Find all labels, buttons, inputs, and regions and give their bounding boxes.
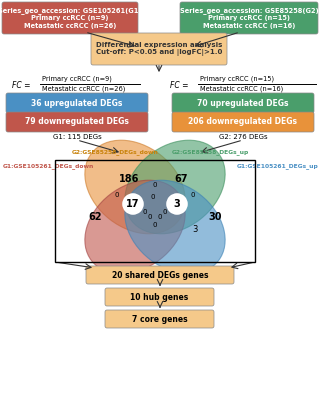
Text: 0: 0 bbox=[153, 222, 157, 228]
FancyBboxPatch shape bbox=[6, 93, 148, 113]
Text: 67: 67 bbox=[174, 174, 188, 184]
Text: Primary ccRCC (n=9): Primary ccRCC (n=9) bbox=[42, 76, 112, 82]
Text: 30: 30 bbox=[208, 212, 222, 222]
Text: FC =: FC = bbox=[12, 80, 30, 90]
FancyBboxPatch shape bbox=[91, 33, 227, 65]
Text: 3: 3 bbox=[174, 199, 180, 209]
FancyBboxPatch shape bbox=[172, 112, 314, 132]
Text: G1: 115 DEGs: G1: 115 DEGs bbox=[52, 134, 101, 140]
Text: FC =: FC = bbox=[170, 80, 188, 90]
Text: G2:GSE85258_DEGs_up: G2:GSE85258_DEGs_up bbox=[172, 149, 249, 155]
Text: 0: 0 bbox=[148, 214, 152, 220]
Bar bbox=[55, 160, 255, 262]
Ellipse shape bbox=[85, 180, 185, 274]
FancyBboxPatch shape bbox=[105, 288, 214, 306]
Text: Primary ccRCC (n=15): Primary ccRCC (n=15) bbox=[200, 76, 274, 82]
Text: 7 core genes: 7 core genes bbox=[132, 314, 187, 324]
Circle shape bbox=[167, 194, 187, 214]
Text: 0: 0 bbox=[191, 192, 195, 198]
Text: 36 upregulated DEGs: 36 upregulated DEGs bbox=[31, 98, 123, 108]
Text: 17: 17 bbox=[126, 199, 140, 209]
Text: G2:GSE85258_DEGs_down: G2:GSE85258_DEGs_down bbox=[72, 149, 158, 155]
Text: 0: 0 bbox=[151, 194, 155, 200]
Text: G1:GSE105261_DEGs_down: G1:GSE105261_DEGs_down bbox=[2, 163, 94, 169]
Text: 3: 3 bbox=[192, 224, 198, 234]
Text: G1:GSE105261_DEGs_up: G1:GSE105261_DEGs_up bbox=[237, 163, 319, 169]
Text: 20 shared DEGs genes: 20 shared DEGs genes bbox=[112, 270, 208, 280]
FancyBboxPatch shape bbox=[105, 310, 214, 328]
Text: Series_geo_accession: GSE105261(G1)
Primary ccRCC (n=9)
Metastatic ccRCC (n=26): Series_geo_accession: GSE105261(G1) Prim… bbox=[0, 7, 142, 29]
Ellipse shape bbox=[85, 140, 185, 234]
FancyBboxPatch shape bbox=[2, 2, 138, 34]
Text: 206 downregulated DEGs: 206 downregulated DEGs bbox=[188, 118, 298, 126]
Text: G2: 276 DEGs: G2: 276 DEGs bbox=[219, 134, 267, 140]
Text: 0: 0 bbox=[158, 214, 162, 220]
Text: Series_geo_accession: GSE85258(G2)
Primary ccRCC (n=15)
Metastatic ccRCC (n=16): Series_geo_accession: GSE85258(G2) Prima… bbox=[180, 7, 318, 29]
FancyBboxPatch shape bbox=[86, 266, 234, 284]
Text: Metastatic ccRCC (n=16): Metastatic ccRCC (n=16) bbox=[200, 86, 283, 92]
Text: Metastatic ccRCC (n=26): Metastatic ccRCC (n=26) bbox=[42, 86, 125, 92]
Text: 62: 62 bbox=[88, 212, 102, 222]
Ellipse shape bbox=[125, 180, 225, 274]
Text: 186: 186 bbox=[119, 174, 139, 184]
Text: 0: 0 bbox=[163, 209, 167, 215]
Text: 79 downregulated DEGs: 79 downregulated DEGs bbox=[25, 118, 129, 126]
Text: 70 upregulated DEGs: 70 upregulated DEGs bbox=[197, 98, 289, 108]
Circle shape bbox=[124, 194, 142, 214]
Text: 0: 0 bbox=[153, 182, 157, 188]
Text: 10 hub genes: 10 hub genes bbox=[130, 292, 188, 302]
FancyBboxPatch shape bbox=[180, 2, 318, 34]
FancyBboxPatch shape bbox=[172, 93, 314, 113]
Text: 0: 0 bbox=[115, 192, 119, 198]
Ellipse shape bbox=[125, 140, 225, 234]
Text: 0: 0 bbox=[143, 209, 147, 215]
FancyBboxPatch shape bbox=[6, 112, 148, 132]
Text: Differential expression analysis
Cut-off: P<0.05 and |logFC|>1.0: Differential expression analysis Cut-off… bbox=[96, 42, 222, 56]
